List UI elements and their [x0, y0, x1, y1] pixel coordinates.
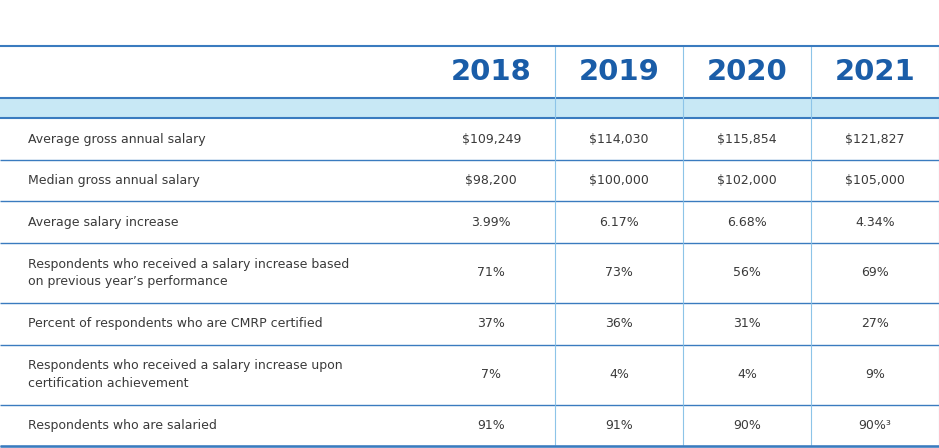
Text: 2021: 2021 [835, 59, 916, 86]
Text: 37%: 37% [477, 317, 505, 330]
Bar [0, 99, 939, 119]
Text: 90%: 90% [733, 419, 761, 432]
Text: Respondents who received a salary increase based
on previous year’s performance: Respondents who received a salary increa… [28, 258, 349, 288]
Text: $105,000: $105,000 [845, 174, 905, 187]
Text: 91%: 91% [477, 419, 505, 432]
Text: 90%³: 90%³ [858, 419, 891, 432]
Text: 2020: 2020 [707, 59, 788, 86]
Text: $121,827: $121,827 [845, 133, 905, 146]
Text: 3.99%: 3.99% [471, 216, 511, 229]
Text: 31%: 31% [733, 317, 761, 330]
Text: 4.34%: 4.34% [855, 216, 895, 229]
Text: Respondents who received a salary increase upon
certification achievement: Respondents who received a salary increa… [28, 359, 343, 390]
Text: 36%: 36% [606, 317, 633, 330]
Text: $109,249: $109,249 [462, 133, 521, 146]
Text: 2018: 2018 [451, 59, 531, 86]
Text: 91%: 91% [606, 419, 633, 432]
Text: 6.17%: 6.17% [599, 216, 639, 229]
Text: Respondents who are salaried: Respondents who are salaried [28, 419, 217, 432]
Text: 4%: 4% [609, 368, 629, 381]
Text: 73%: 73% [606, 267, 633, 280]
Text: 9%: 9% [865, 368, 885, 381]
Text: Median gross annual salary: Median gross annual salary [28, 174, 200, 187]
Text: 2019: 2019 [578, 59, 659, 86]
Text: 56%: 56% [733, 267, 761, 280]
Text: 27%: 27% [861, 317, 889, 330]
Text: 4%: 4% [737, 368, 757, 381]
Text: Average gross annual salary: Average gross annual salary [28, 133, 206, 146]
Text: $102,000: $102,000 [717, 174, 777, 187]
Text: 7%: 7% [481, 368, 501, 381]
Text: Average salary increase: Average salary increase [28, 216, 178, 229]
Text: Percent of respondents who are CMRP certified: Percent of respondents who are CMRP cert… [28, 317, 323, 330]
Text: 6.68%: 6.68% [727, 216, 767, 229]
Text: $115,854: $115,854 [717, 133, 777, 146]
Text: 69%: 69% [861, 267, 889, 280]
Text: $98,200: $98,200 [466, 174, 517, 187]
Text: $114,030: $114,030 [590, 133, 649, 146]
Text: $100,000: $100,000 [589, 174, 649, 187]
Text: 71%: 71% [477, 267, 505, 280]
